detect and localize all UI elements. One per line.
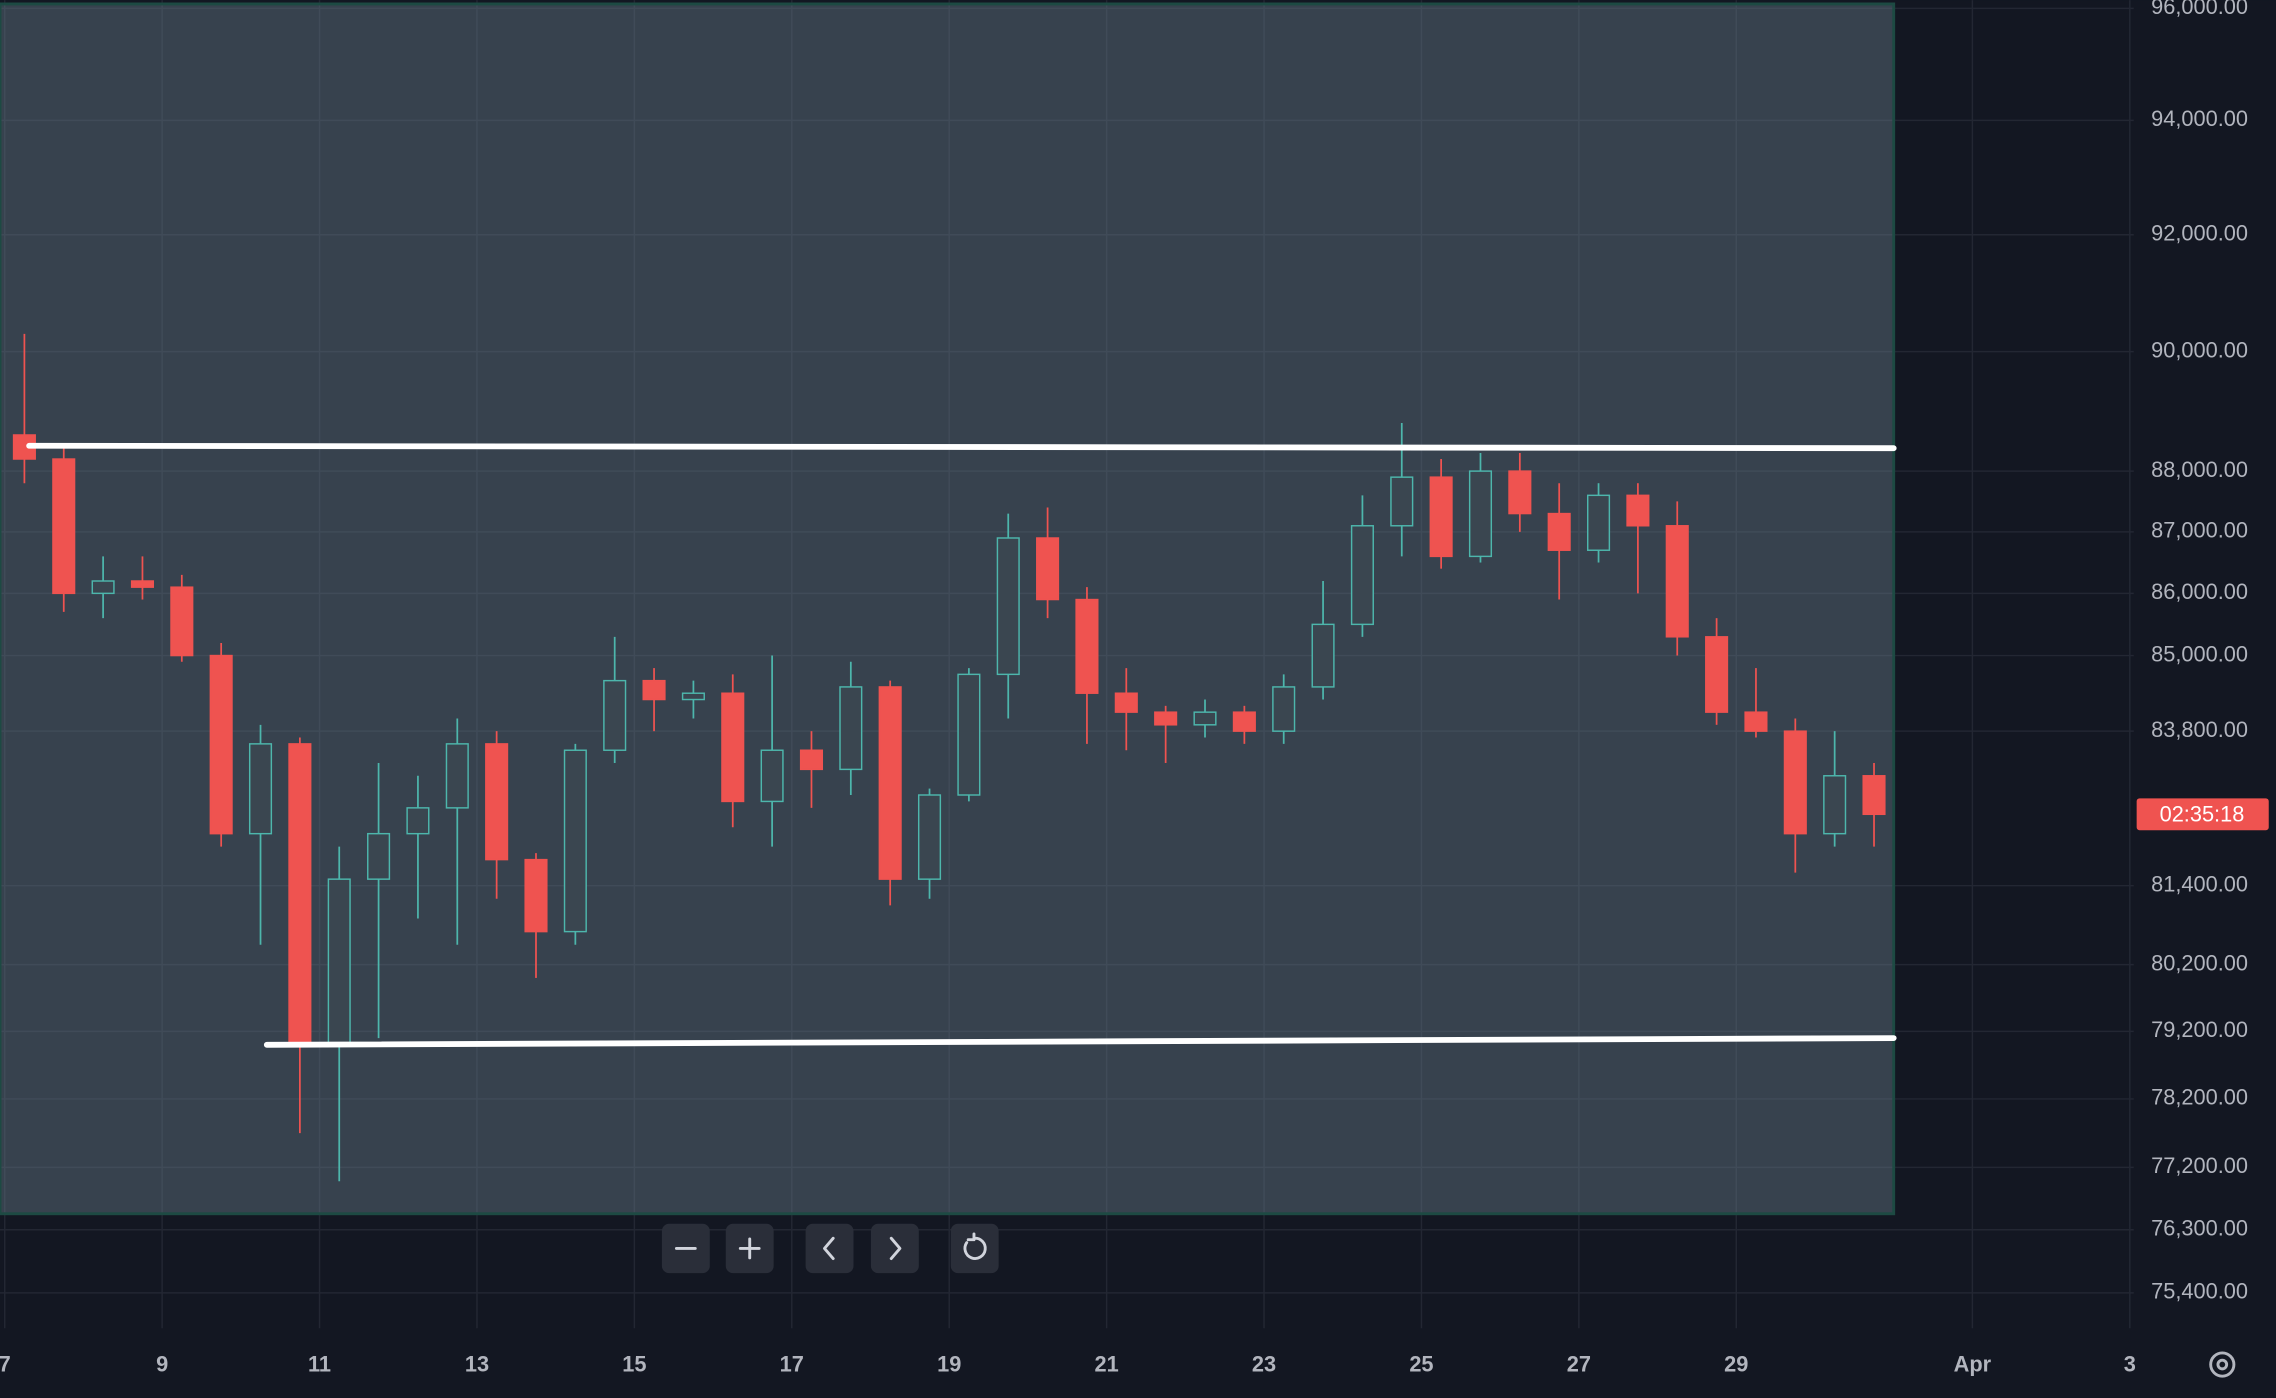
- y-tick-label: 88,000.00: [2151, 457, 2248, 482]
- x-tick-label: Apr: [1954, 1352, 1992, 1377]
- candle-body: [1626, 494, 1650, 527]
- candle-body: [485, 743, 509, 861]
- candle-body: [603, 679, 627, 751]
- candle-body: [1468, 470, 1493, 558]
- y-tick-label: 75,400.00: [2151, 1279, 2248, 1304]
- candle-body: [760, 749, 784, 803]
- y-tick-label: 79,200.00: [2151, 1017, 2248, 1042]
- trend-line: [26, 442, 1897, 452]
- candle-body: [1272, 686, 1296, 732]
- candle-body: [1193, 711, 1217, 726]
- candle-body: [91, 580, 115, 595]
- y-tick-label: 83,800.00: [2151, 717, 2248, 742]
- candle-body: [1114, 692, 1138, 713]
- y-tick-label: 76,300.00: [2151, 1216, 2248, 1241]
- y-tick-label: 81,400.00: [2151, 871, 2248, 896]
- candle-body: [878, 686, 902, 880]
- countdown-badge: [2136, 798, 2269, 831]
- zoom-in-button[interactable]: [725, 1223, 774, 1274]
- x-tick-label: 17: [780, 1352, 804, 1377]
- y-tick-label: 90,000.00: [2151, 337, 2248, 362]
- candle-body: [563, 749, 587, 933]
- x-tick-label: 29: [1724, 1352, 1748, 1377]
- zoom-controls: [661, 1223, 999, 1274]
- candle-body: [406, 807, 430, 835]
- candle-body: [721, 692, 745, 803]
- candle-body: [130, 580, 155, 588]
- candle-body: [642, 679, 666, 701]
- scroll-left-button[interactable]: [805, 1223, 854, 1274]
- range-rectangle: [0, 2, 1896, 1216]
- candle-body: [1547, 512, 1571, 551]
- x-tick-label: 25: [1409, 1352, 1433, 1377]
- candle-body: [327, 878, 351, 1046]
- candle-body: [288, 743, 312, 1046]
- x-tick-label: 13: [465, 1352, 489, 1377]
- y-tick-label: 85,000.00: [2151, 641, 2248, 666]
- candle-body: [917, 794, 942, 880]
- candle-body: [839, 686, 863, 771]
- candle-body: [367, 832, 391, 880]
- candle-body: [209, 654, 233, 835]
- candle-body: [445, 743, 469, 809]
- trend-line: [263, 1035, 1897, 1048]
- candle-body: [1665, 525, 1689, 638]
- x-tick-label: 19: [937, 1352, 961, 1377]
- candles: [12, 333, 1886, 1182]
- y-tick-label: 80,200.00: [2151, 950, 2248, 975]
- x-tick-label: 11: [308, 1352, 331, 1377]
- x-tick-label: 21: [1095, 1352, 1119, 1377]
- x-tick-label: 23: [1252, 1352, 1276, 1377]
- candle-body: [1586, 494, 1611, 551]
- candle-body: [1429, 476, 1453, 558]
- candle-body: [1705, 636, 1729, 713]
- candle-body: [1036, 537, 1060, 601]
- candle-body: [524, 858, 548, 933]
- y-tick-label: 96,000.00: [2151, 0, 2248, 19]
- candle-body: [52, 458, 76, 595]
- y-tick-label: 78,200.00: [2151, 1085, 2248, 1110]
- candle-body: [1075, 598, 1099, 694]
- y-tick-label: 77,200.00: [2151, 1153, 2248, 1178]
- candle-body: [799, 749, 824, 771]
- candle-body: [1350, 525, 1374, 626]
- x-tick-label: 15: [622, 1352, 646, 1377]
- candle-body: [1744, 711, 1768, 732]
- candle-body: [1783, 730, 1807, 835]
- settings-button[interactable]: [2209, 1351, 2236, 1378]
- grid: [0, 0, 2134, 1329]
- x-tick-label: 9: [156, 1352, 168, 1377]
- scroll-right-button[interactable]: [870, 1223, 919, 1274]
- candle-body: [1862, 775, 1886, 816]
- y-tick-label: 86,000.00: [2151, 579, 2248, 604]
- candle-body: [1508, 470, 1532, 515]
- x-tick-label: 27: [1567, 1352, 1591, 1377]
- candle-body: [248, 743, 273, 835]
- zoom-out-button[interactable]: [661, 1223, 710, 1274]
- y-tick-label: 92,000.00: [2151, 220, 2248, 245]
- candle-body: [1154, 711, 1178, 726]
- x-tick-label: 7: [0, 1352, 11, 1377]
- candle-body: [996, 537, 1020, 676]
- reset-button[interactable]: [950, 1223, 999, 1274]
- countdown-label: 02:35:18: [2160, 802, 2245, 827]
- trend-lines: [26, 442, 1897, 1048]
- candle-body: [1823, 775, 1847, 835]
- candle-body: [170, 586, 194, 657]
- x-tick-label: 3: [2124, 1352, 2136, 1377]
- y-tick-label: 87,000.00: [2151, 518, 2248, 543]
- candle-body: [1311, 623, 1335, 688]
- y-tick-label: 94,000.00: [2151, 106, 2248, 131]
- overlay: [0, 2, 1896, 1216]
- candle-body: [681, 692, 705, 701]
- candle-body: [1232, 711, 1256, 732]
- candle-body: [1390, 476, 1414, 527]
- candle-body: [957, 673, 981, 796]
